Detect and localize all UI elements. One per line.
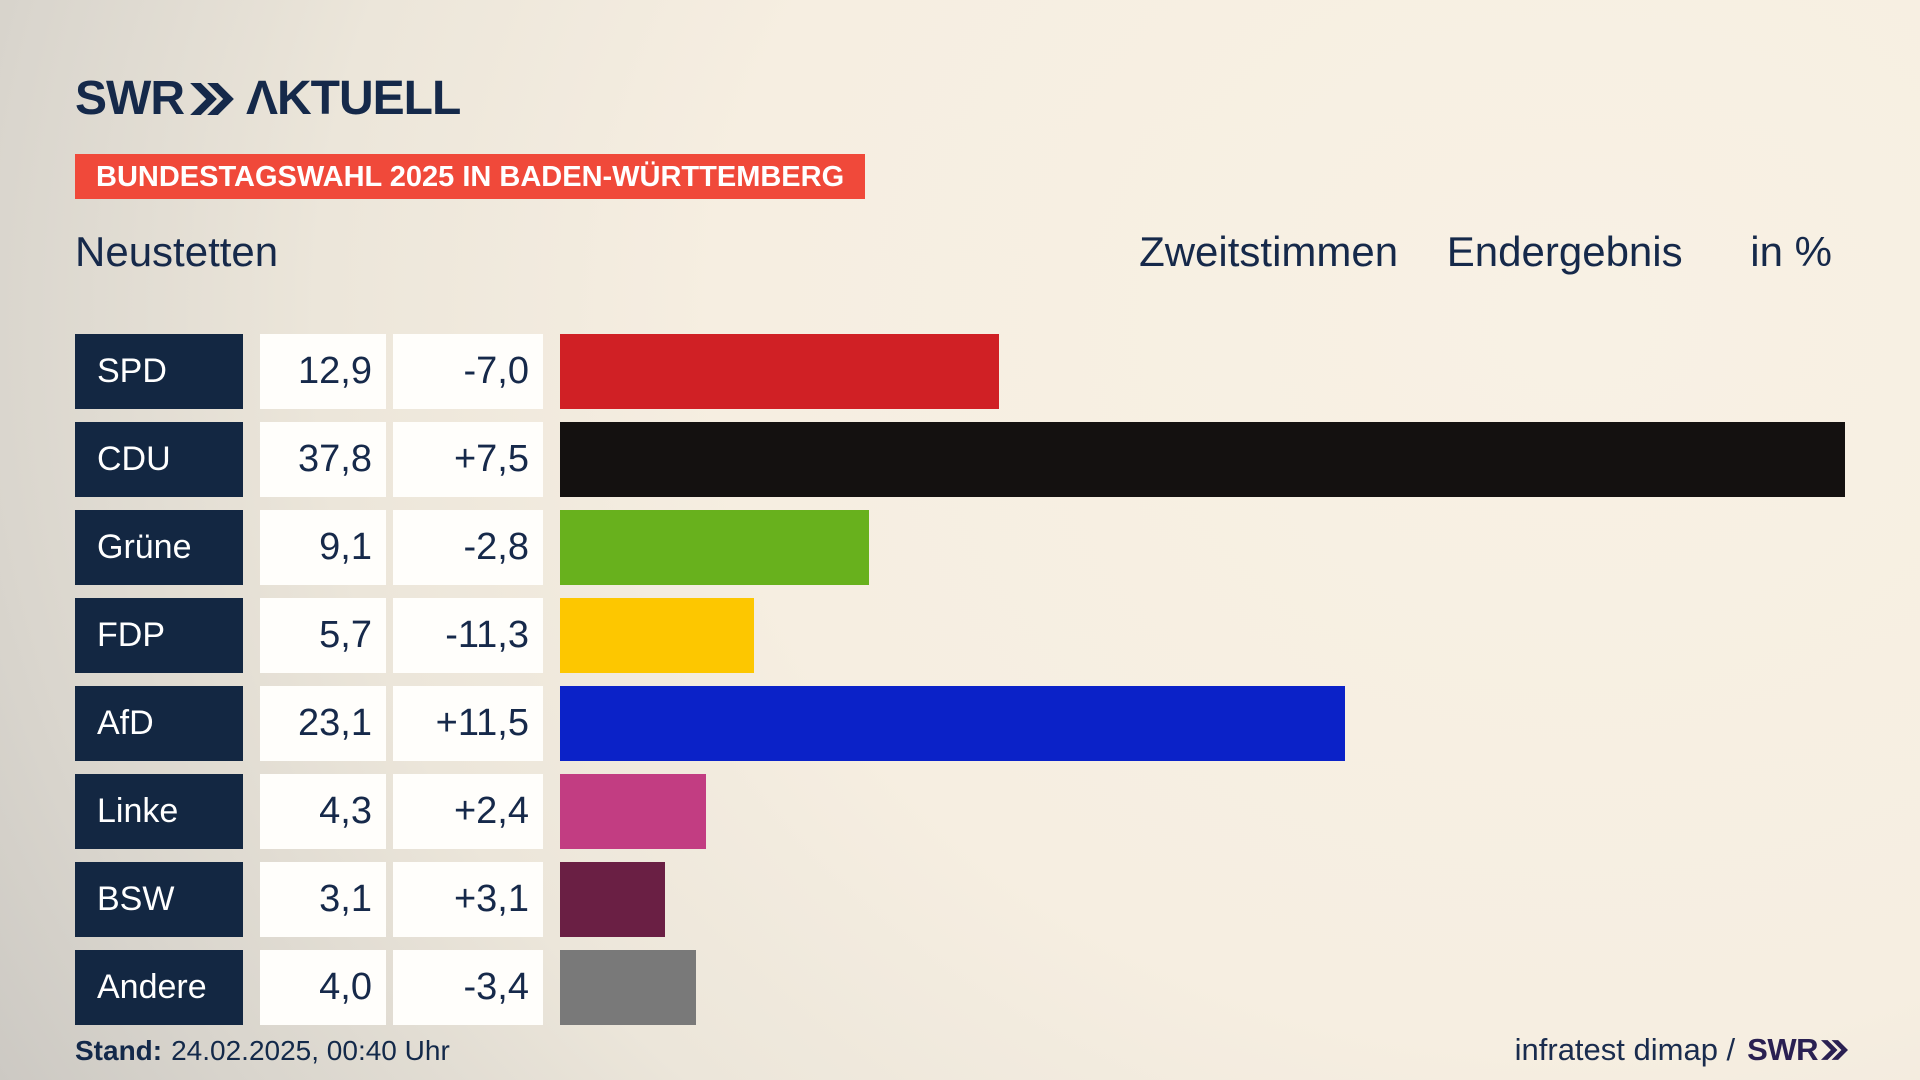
logo-swr-text: SWR — [75, 71, 185, 125]
party-value: 4,0 — [260, 950, 386, 1025]
party-label: SPD — [75, 334, 243, 409]
party-label: AfD — [75, 686, 243, 761]
party-label: CDU — [75, 422, 243, 497]
result-row: CDU 37,8 +7,5 — [0, 422, 1920, 497]
party-value: 9,1 — [260, 510, 386, 585]
timestamp-line: Stand: 24.02.2025, 00:40 Uhr — [75, 1030, 450, 1072]
party-label: BSW — [75, 862, 243, 937]
swr-double-chevron-icon — [1821, 1040, 1848, 1060]
party-value: 5,7 — [260, 598, 386, 673]
result-bar — [560, 862, 665, 937]
result-bar — [560, 334, 999, 409]
party-value: 37,8 — [260, 422, 386, 497]
subtitle-status: Endergebnis — [1446, 228, 1683, 275]
stand-value: 24.02.2025, 00:40 Uhr — [171, 1035, 450, 1066]
result-bar — [560, 774, 706, 849]
party-diff: -11,3 — [393, 598, 543, 673]
result-row: SPD 12,9 -7,0 — [0, 334, 1920, 409]
subtitle-vote-type: Zweitstimmen — [1139, 228, 1399, 275]
logo-aktuell-text: ΛKTUELL — [245, 71, 461, 125]
party-value: 12,9 — [260, 334, 386, 409]
result-row: Linke 4,3 +2,4 — [0, 774, 1920, 849]
result-bar — [560, 422, 1845, 497]
result-row: AfD 23,1 +11,5 — [0, 686, 1920, 761]
credit-swr-text: SWR — [1747, 1032, 1818, 1067]
result-row: Grüne 9,1 -2,8 — [0, 510, 1920, 585]
result-bar — [560, 510, 869, 585]
result-bar — [560, 598, 754, 673]
party-diff: +3,1 — [393, 862, 543, 937]
party-label: FDP — [75, 598, 243, 673]
party-label: Andere — [75, 950, 243, 1025]
party-diff: +7,5 — [393, 422, 543, 497]
credit-source-text: infratest dimap / — [1514, 1032, 1736, 1067]
party-label: Linke — [75, 774, 243, 849]
chart-subtitle: Zweitstimmen Endergebnis in % — [1139, 228, 1832, 276]
result-row: FDP 5,7 -11,3 — [0, 598, 1920, 673]
party-value: 23,1 — [260, 686, 386, 761]
result-row: Andere 4,0 -3,4 — [0, 950, 1920, 1025]
source-credit: infratest dimap / SWR — [1515, 1028, 1848, 1072]
party-diff: +2,4 — [393, 774, 543, 849]
credit-swr-logo: SWR — [1747, 1032, 1848, 1068]
party-value: 4,3 — [260, 774, 386, 849]
swr-double-chevron-icon — [190, 83, 234, 115]
subtitle-unit: in % — [1750, 228, 1832, 275]
result-bar — [560, 686, 1345, 761]
swr-aktuell-logo: SWR ΛKTUELL — [75, 71, 461, 125]
election-banner: BUNDESTAGSWAHL 2025 IN BADEN-WÜRTTEMBERG — [75, 154, 866, 199]
result-bar — [560, 950, 696, 1025]
party-diff: -3,4 — [393, 950, 543, 1025]
stand-label: Stand: — [75, 1035, 163, 1066]
result-row: BSW 3,1 +3,1 — [0, 862, 1920, 937]
party-value: 3,1 — [260, 862, 386, 937]
municipality-title: Neustetten — [75, 228, 279, 275]
party-label: Grüne — [75, 510, 243, 585]
party-diff: +11,5 — [393, 686, 543, 761]
party-diff: -7,0 — [393, 334, 543, 409]
party-diff: -2,8 — [393, 510, 543, 585]
